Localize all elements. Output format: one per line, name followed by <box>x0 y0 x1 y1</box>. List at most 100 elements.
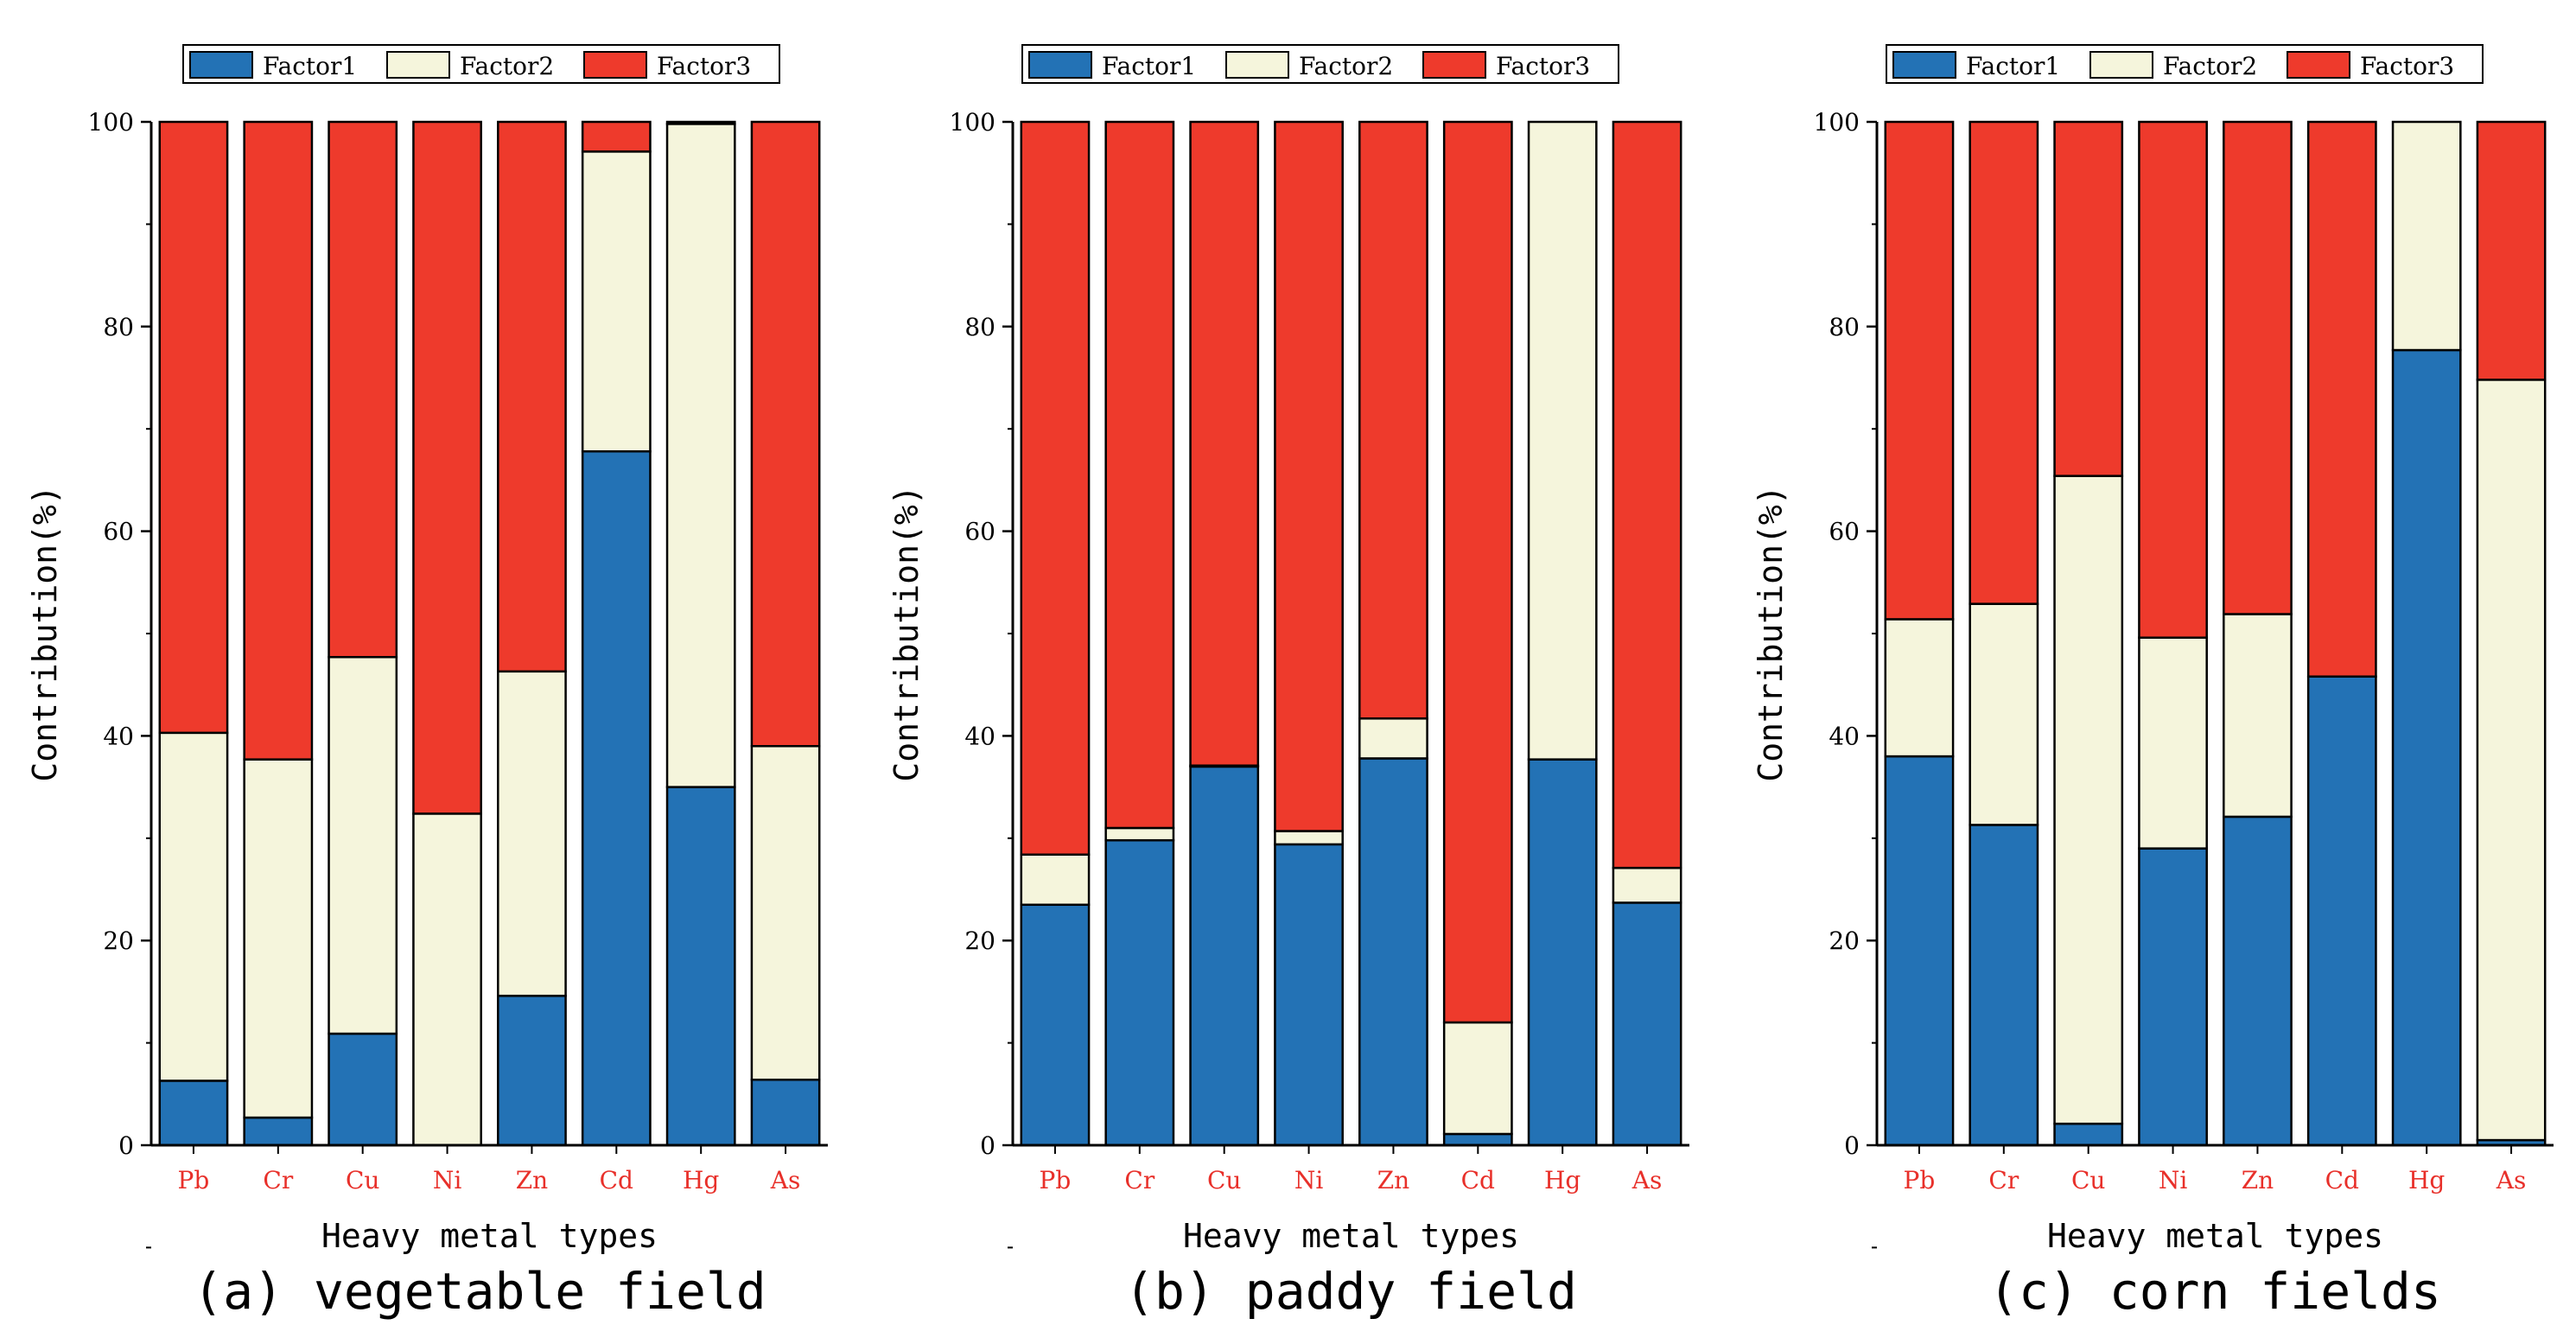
x-axis-label: Heavy metal types <box>321 1217 658 1255</box>
legend-swatch-factor3 <box>583 51 647 79</box>
bar-segment-factor2-zn <box>1358 717 1428 760</box>
bar-segment-factor1-pb <box>158 1080 229 1147</box>
bar-segment-factor3-cd <box>581 120 652 153</box>
x-tick-label-ni: Ni <box>433 1166 462 1194</box>
bar-segment-factor3-as <box>1612 120 1682 870</box>
bar-segment-factor3-cd <box>2306 120 2377 678</box>
x-axis-label: Heavy metal types <box>2047 1217 2383 1255</box>
y-tick-label: 60 <box>964 518 995 546</box>
bar-segment-factor2-ni <box>412 812 482 1147</box>
bar-segment-factor1-cu <box>328 1032 398 1147</box>
bar-segment-factor1-cr <box>1969 824 2039 1147</box>
x-tick-label-cd: Cd <box>2325 1166 2359 1194</box>
bar-segment-factor3-ni <box>412 120 482 815</box>
bar-segment-factor1-cr <box>1104 838 1175 1147</box>
legend-swatch-factor1 <box>1892 51 1956 79</box>
panel-caption: (b) paddy field <box>1124 1262 1577 1321</box>
bar-segment-factor1-pb <box>1884 755 1955 1147</box>
bar-segment-factor3-cd <box>1442 120 1513 1024</box>
bar-segment-factor2-pb <box>1884 618 1955 758</box>
bar-segment-factor3-as <box>2476 120 2547 381</box>
bar-segment-factor3-cu <box>2053 120 2124 477</box>
legend-frame <box>182 44 780 84</box>
x-tick-label-as: As <box>2496 1166 2527 1194</box>
legend-label-factor3: Factor3 <box>2360 52 2454 80</box>
y-tick-label: 0 <box>980 1131 995 1160</box>
bar-segment-factor1-pb <box>1020 903 1091 1147</box>
legend-label-factor2: Factor2 <box>460 52 554 80</box>
bar-segment-factor1-zn <box>1358 757 1428 1147</box>
bar-segment-factor2-ni <box>2138 636 2208 850</box>
bar-segment-factor2-pb <box>1020 853 1091 907</box>
legend-label-factor1: Factor1 <box>263 52 357 80</box>
x-tick-label-cd: Cd <box>1461 1166 1495 1194</box>
bar-segment-factor2-cd <box>581 150 652 453</box>
bar-segment-factor2-as <box>2476 379 2547 1142</box>
bar-segment-factor3-pb <box>1884 120 1955 621</box>
x-tick-label-as: As <box>1631 1166 1663 1194</box>
panel-caption: (c) corn fields <box>1988 1262 2441 1321</box>
legend-swatch-factor2 <box>1225 51 1289 79</box>
y-tick-label: 20 <box>964 927 995 955</box>
y-tick-label: 40 <box>1829 722 1860 750</box>
chart-panel-1: Pb Cr Cu Ni Zn Cd Hg As 0 20 40 60 80 100 Contribution… <box>26 44 828 1321</box>
bar-segment-factor2-zn <box>2223 613 2293 819</box>
y-tick-label: 100 <box>1814 108 1860 137</box>
bar-segment-factor3-pb <box>158 120 229 735</box>
legend-label-factor1: Factor1 <box>1102 52 1196 80</box>
legend-label-factor2: Factor2 <box>1299 52 1393 80</box>
y-tick-label: 0 <box>1844 1131 1860 1160</box>
legend-label-factor3: Factor3 <box>657 52 751 80</box>
bar-segment-factor2-zn <box>497 670 567 997</box>
bar-segment-factor2-ni <box>1274 830 1344 846</box>
x-tick-label-zn: Zn <box>2242 1166 2274 1194</box>
bar-segment-factor2-cu <box>328 655 398 1035</box>
y-tick-label: 20 <box>1829 927 1860 955</box>
bar-segment-factor1-hg <box>1527 758 1598 1147</box>
y-tick-label: 20 <box>103 927 134 955</box>
y-tick-label: 60 <box>103 518 134 546</box>
bar-segment-factor1-zn <box>2223 815 2293 1147</box>
bar-segment-factor1-cd <box>581 449 652 1147</box>
chart-panel-2: Pb Cr Cu Ni Zn Cd Hg As 0 20 40 60 80 100 Contribution… <box>887 44 1689 1321</box>
y-tick-label: 80 <box>964 313 995 341</box>
bar-segment-factor3-hg <box>665 120 736 125</box>
x-tick-label-pb: Pb <box>178 1166 210 1194</box>
bar-segment-factor2-cr <box>1104 826 1175 842</box>
bar-segment-factor3-cu <box>328 120 398 659</box>
x-tick-label-hg: Hg <box>1544 1166 1581 1194</box>
bar-segment-factor1-cu <box>2053 1122 2124 1147</box>
bar-segment-factor2-pb <box>158 731 229 1082</box>
bar-segment-factor3-ni <box>2138 120 2208 639</box>
y-axis-label: Contribution(%) <box>887 485 925 781</box>
legend: Factor1 Factor2 Factor3 <box>1886 44 2484 84</box>
bar-segment-factor3-ni <box>1274 120 1344 832</box>
x-tick-label-cr: Cr <box>1988 1166 2019 1194</box>
bar-segment-factor2-cr <box>243 758 314 1119</box>
bar-segment-factor3-cr <box>1104 120 1175 830</box>
bar-segment-factor1-cu <box>1189 765 1260 1147</box>
y-tick-label: 80 <box>103 313 134 341</box>
bar-segment-factor1-ni <box>2138 847 2208 1147</box>
legend-swatch-factor2 <box>2089 51 2153 79</box>
bar-segment-factor2-as <box>750 744 821 1081</box>
legend-frame <box>1886 44 2484 84</box>
x-tick-label-zn: Zn <box>516 1166 549 1194</box>
x-tick-label-hg: Hg <box>2408 1166 2445 1194</box>
y-tick-label: 0 <box>118 1131 134 1160</box>
bar-segment-factor1-zn <box>497 994 567 1147</box>
y-tick-label: 80 <box>1829 313 1860 341</box>
x-tick-label-cr: Cr <box>263 1166 293 1194</box>
bar-segment-factor3-zn <box>2223 120 2293 615</box>
bar-segment-factor3-pb <box>1020 120 1091 856</box>
y-tick-label: 40 <box>964 722 995 750</box>
legend-swatch-factor1 <box>1028 51 1092 79</box>
bar-segment-factor2-hg <box>2391 120 2462 352</box>
bar-segment-factor2-hg <box>665 123 736 788</box>
x-tick-label-cu: Cu <box>346 1166 379 1194</box>
bar-segment-factor3-cr <box>243 120 314 761</box>
x-tick-label-cr: Cr <box>1124 1166 1154 1194</box>
x-tick-label-cd: Cd <box>600 1166 633 1194</box>
legend-label-factor3: Factor3 <box>1496 52 1590 80</box>
